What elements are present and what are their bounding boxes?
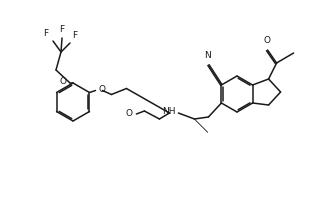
- Text: F: F: [43, 29, 48, 38]
- Text: F: F: [59, 25, 65, 34]
- Text: F: F: [72, 31, 78, 40]
- Polygon shape: [194, 119, 208, 133]
- Text: O: O: [263, 36, 270, 45]
- Text: O: O: [99, 85, 105, 94]
- Text: O: O: [125, 108, 132, 118]
- Text: NH: NH: [162, 107, 175, 117]
- Text: O: O: [59, 78, 66, 86]
- Text: N: N: [204, 51, 211, 60]
